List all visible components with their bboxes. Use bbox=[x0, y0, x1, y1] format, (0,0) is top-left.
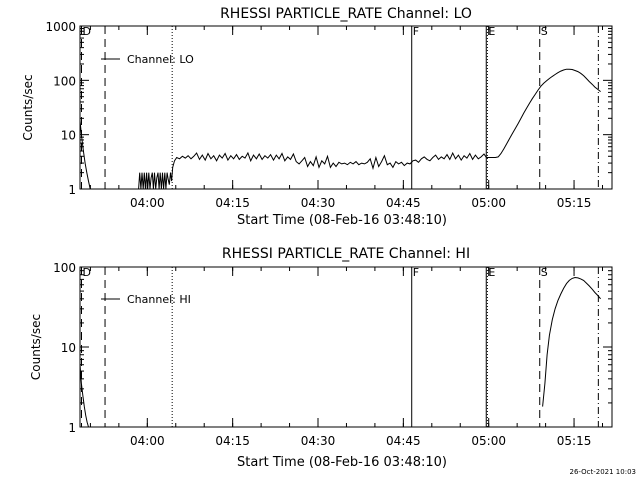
series-line-segment bbox=[542, 276, 601, 407]
event-marker-label: D bbox=[83, 25, 91, 38]
series-line-segment bbox=[79, 364, 89, 428]
y-tick-label: 1 bbox=[68, 183, 76, 197]
event-marker-label: S bbox=[541, 25, 548, 38]
x-tick-label: 04:45 bbox=[386, 196, 421, 210]
y-tick-label: 10 bbox=[61, 129, 76, 143]
chart-title: RHESSI PARTICLE_RATE Channel: HI bbox=[222, 246, 470, 262]
x-tick-label: 04:00 bbox=[130, 196, 165, 210]
x-tick-label: 04:30 bbox=[301, 196, 336, 210]
event-marker-label: F bbox=[413, 25, 419, 38]
event-marker-label: S bbox=[541, 266, 548, 279]
x-tick-label: 04:15 bbox=[215, 196, 250, 210]
x-tick-label: 05:15 bbox=[557, 434, 592, 448]
event-marker-label: D bbox=[83, 266, 91, 279]
y-axis-label: Counts/sec bbox=[29, 314, 43, 380]
plot-frame bbox=[79, 25, 613, 190]
chart-title: RHESSI PARTICLE_RATE Channel: LO bbox=[220, 6, 472, 22]
x-tick-label: 05:00 bbox=[471, 196, 506, 210]
hi-channel-panel: RHESSI PARTICLE_RATE Channel: HI 1 10 100 04… bbox=[29, 246, 613, 470]
series-line-segment bbox=[172, 151, 488, 171]
timestamp-stamp: 26-Oct-2021 10:03 bbox=[570, 468, 636, 476]
series-line-segment bbox=[486, 68, 601, 158]
event-marker-label: F bbox=[413, 266, 419, 279]
x-tick-label: 05:15 bbox=[557, 196, 592, 210]
lo-channel-panel: RHESSI PARTICLE_RATE Channel: LO 1 10 100 10… bbox=[21, 6, 613, 228]
y-tick-label: 100 bbox=[53, 74, 76, 88]
x-tick-label: 04:15 bbox=[215, 434, 250, 448]
event-marker-label: E bbox=[488, 25, 495, 38]
y-tick-label: 10 bbox=[61, 341, 76, 355]
series-line-segment bbox=[79, 120, 91, 190]
x-axis-label: Start Time (08-Feb-16 03:48:10) bbox=[237, 213, 447, 228]
y-tick-label: 100 bbox=[53, 261, 76, 275]
legend-label: Channel: LO bbox=[127, 53, 194, 66]
x-tick-label: 04:00 bbox=[130, 434, 165, 448]
plot-frame bbox=[79, 266, 613, 428]
x-tick-label: 04:30 bbox=[301, 434, 336, 448]
event-marker-label: E bbox=[488, 266, 495, 279]
x-tick-label: 04:45 bbox=[386, 434, 421, 448]
x-tick-label: 05:00 bbox=[471, 434, 506, 448]
legend-label: Channel: HI bbox=[127, 293, 191, 306]
y-axis-label: Counts/sec bbox=[21, 74, 35, 140]
y-tick-label: 1000 bbox=[45, 20, 76, 34]
series-line-segment bbox=[138, 167, 174, 190]
y-tick-label: 1 bbox=[68, 421, 76, 435]
x-axis-label: Start Time (08-Feb-16 03:48:10) bbox=[237, 455, 447, 470]
